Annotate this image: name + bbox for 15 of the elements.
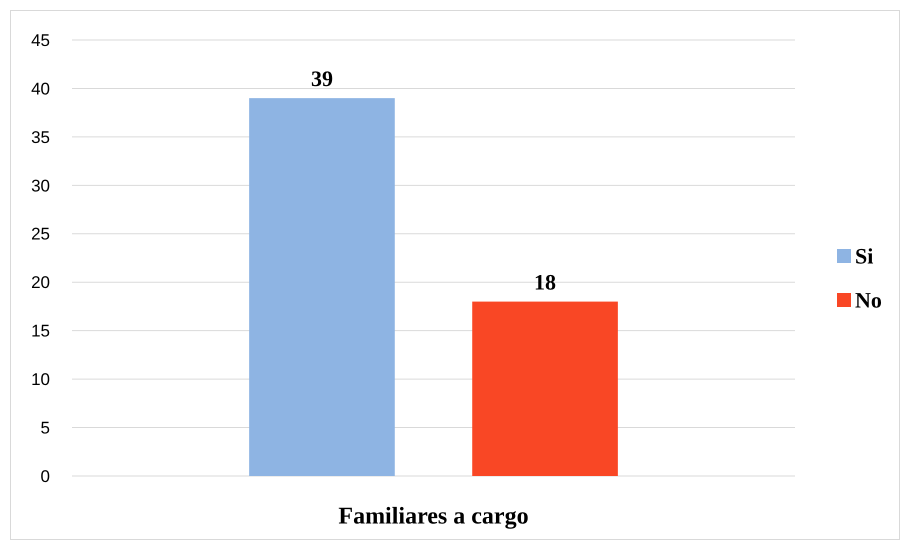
y-tick-label: 15 xyxy=(31,322,50,341)
y-tick-label: 35 xyxy=(31,128,50,147)
y-tick-label: 10 xyxy=(31,370,50,390)
data-label: 39 xyxy=(310,66,333,92)
y-tick-label: 30 xyxy=(31,176,50,196)
y-tick-label: 5 xyxy=(40,418,50,438)
y-tick-label: 40 xyxy=(31,79,50,98)
data-label: 18 xyxy=(534,270,556,295)
legend-label: No xyxy=(855,288,882,313)
legend-label: Si xyxy=(855,244,874,269)
y-tick-label: 45 xyxy=(31,30,50,50)
y-tick-label: 20 xyxy=(31,273,50,292)
y-tick-label: 0 xyxy=(40,466,50,486)
x-tick-label: Familiares a cargo xyxy=(338,503,529,530)
y-tick-label: 25 xyxy=(31,224,50,244)
